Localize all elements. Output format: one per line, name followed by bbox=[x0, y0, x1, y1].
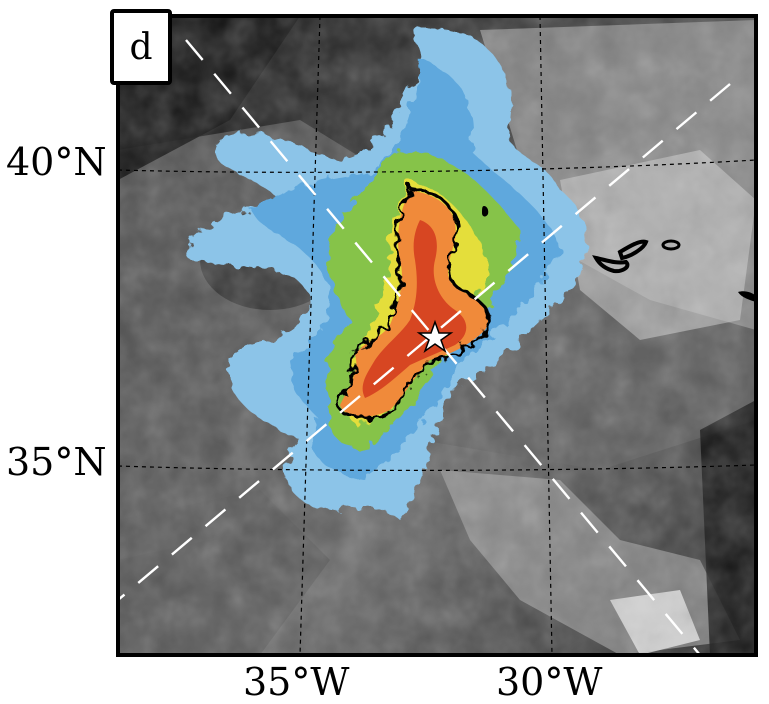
lon-label-30w: 30°W bbox=[496, 660, 602, 704]
lat-label-35n: 35°N bbox=[6, 440, 107, 484]
panel-label: d bbox=[110, 9, 172, 85]
lat-label-40n: 40°N bbox=[6, 140, 107, 184]
lon-label-35w: 35°W bbox=[243, 660, 349, 704]
